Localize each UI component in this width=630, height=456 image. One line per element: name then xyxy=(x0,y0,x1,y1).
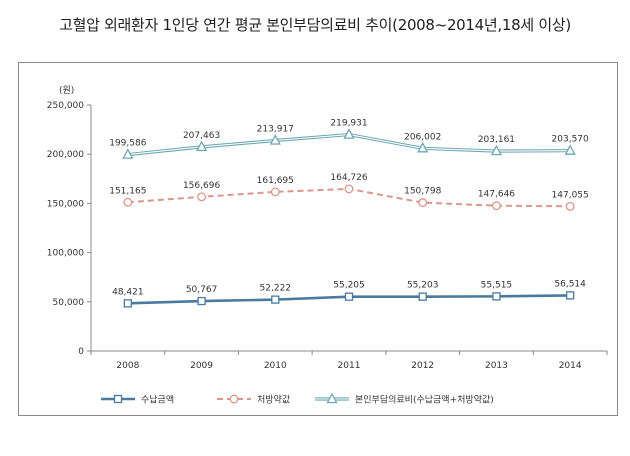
data-point xyxy=(122,148,134,159)
data-point xyxy=(123,299,133,308)
data-label: 55,203 xyxy=(407,281,439,291)
series-lines: 48,421 50,767 52,222 55,205 55,203 55,515 56,5… xyxy=(109,119,589,308)
data-point xyxy=(344,184,354,194)
y-tick-label: 50,000 xyxy=(53,298,85,308)
chart-title: 고혈압 외래환자 1인당 연간 평균 본인부담의료비 추이(2008~2014년… xyxy=(59,16,571,34)
data-point xyxy=(197,192,207,202)
series-1: 48,421 50,767 52,222 55,205 55,203 55,515 56,5… xyxy=(112,279,586,308)
data-point xyxy=(491,201,501,211)
y-axis-unit-label: (원) xyxy=(59,85,74,96)
data-label: 48,421 xyxy=(112,287,144,297)
series-3: 199,586 207,463 213,917 219,931 206,002 203,1… xyxy=(109,119,589,159)
y-tick-label: 150,000 xyxy=(47,199,84,209)
x-tick-label: 2012 xyxy=(411,361,434,371)
data-point xyxy=(229,394,239,404)
data-label: 199,586 xyxy=(109,139,146,149)
line-chart: (원) 050,000100,000150,000200,000250,000 … xyxy=(47,85,608,406)
data-point xyxy=(197,296,206,306)
data-label: 156,696 xyxy=(183,181,220,191)
data-label: 164,726 xyxy=(330,173,367,183)
x-tick-label: 2010 xyxy=(264,361,287,371)
data-label: 203,161 xyxy=(478,135,515,145)
legend-label: 수납금액 xyxy=(141,394,174,406)
y-tick-label: 100,000 xyxy=(47,249,84,259)
data-label: 50,767 xyxy=(186,285,218,295)
data-point xyxy=(490,144,503,156)
x-tick-label: 2014 xyxy=(559,361,582,371)
legend-item-1: 수납금액 xyxy=(101,394,174,406)
data-label: 147,055 xyxy=(552,190,589,200)
data-point xyxy=(195,140,208,152)
data-point xyxy=(565,201,575,211)
data-label: 55,205 xyxy=(333,281,365,291)
x-tick-label: 2011 xyxy=(338,361,361,371)
data-label: 213,917 xyxy=(257,125,294,135)
data-label: 206,002 xyxy=(404,132,441,142)
y-tick-label: 200,000 xyxy=(47,150,84,160)
data-point xyxy=(269,134,281,145)
data-label: 219,931 xyxy=(330,119,367,129)
legend: 수납금액 처방약값 본인부담의료비(수납금액+처방약값) xyxy=(101,392,494,406)
data-point xyxy=(565,291,575,300)
data-point xyxy=(123,197,133,207)
x-tick-label: 2008 xyxy=(116,361,139,371)
x-tick-label: 2013 xyxy=(485,361,508,371)
data-point xyxy=(344,292,354,301)
legend-item-3: 본인부담의료비(수납금액+처방약값) xyxy=(315,392,494,406)
data-label: 203,570 xyxy=(552,135,589,145)
x-tick-label: 2009 xyxy=(190,361,213,371)
x-axis: 2008 2009 2010 2011 2012 2013 2014 xyxy=(90,350,608,371)
series-2: 151,165 156,696 161,695 164,726 150,798 147,6… xyxy=(109,173,589,211)
data-label: 56,514 xyxy=(554,279,586,289)
data-point xyxy=(326,392,338,404)
y-tick-label: 250,000 xyxy=(47,101,84,111)
data-label: 147,646 xyxy=(478,190,515,200)
data-label: 161,695 xyxy=(257,176,294,186)
data-point xyxy=(492,292,501,301)
legend-item-2: 처방약값 xyxy=(217,394,290,406)
data-point xyxy=(417,141,429,153)
legend-label: 처방약값 xyxy=(257,394,290,406)
data-label: 55,515 xyxy=(481,280,513,290)
data-point xyxy=(343,128,355,139)
data-point xyxy=(270,187,280,197)
data-label: 207,463 xyxy=(183,131,220,141)
data-point xyxy=(271,295,280,304)
y-tick-label: 0 xyxy=(78,347,84,357)
y-axis: 0 50,000 100,000 150,000 200,000 250,000 xyxy=(47,101,92,357)
data-label: 52,222 xyxy=(260,284,292,294)
data-label: 151,165 xyxy=(109,186,146,196)
data-label: 150,798 xyxy=(404,187,441,197)
data-point xyxy=(418,198,428,208)
chart-frame: (원) 0 50,000 100,000 150,000 200,000 250,000 … xyxy=(18,62,618,416)
legend-label: 본인부담의료비(수납금액+처방약값) xyxy=(355,394,494,406)
data-point xyxy=(418,292,427,301)
data-point xyxy=(564,144,576,155)
data-point xyxy=(113,394,123,404)
